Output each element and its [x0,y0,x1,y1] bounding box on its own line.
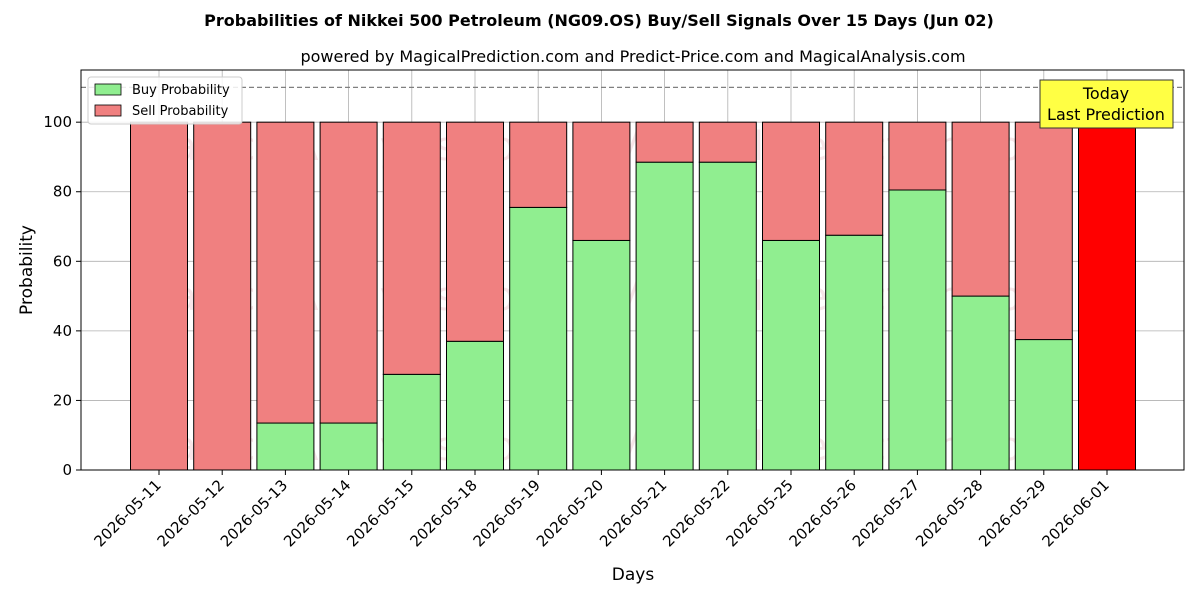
y-tick-label: 80 [53,183,72,201]
annotation-line-2: Last Prediction [1047,105,1165,124]
bar-buy-2026-05-14 [319,422,378,471]
y-tick-label: 100 [43,113,72,131]
legend-label-sell: Sell Probability [132,104,229,119]
y-axis-label: Probability [17,225,37,315]
bar-buy-2026-05-29 [1014,339,1073,471]
x-tick-label: 2026-06-01 [1038,476,1112,550]
bar-buy-2026-05-27 [888,189,947,471]
bars [130,121,1136,471]
plot-frame [80,69,1185,471]
chart-title: Probabilities of Nikkei 500 Petroleum (N… [204,11,994,30]
legend-swatch-buy [94,83,122,96]
x-tick-label: 2026-05-18 [406,476,480,550]
bar-sell-2026-05-28 [951,121,1010,297]
bar-sell-2026-05-26 [825,121,884,236]
bar-highlight-2026-06-01 [1078,121,1136,471]
bar-buy-2026-05-20 [572,239,631,471]
bar-buy-2026-05-15 [382,373,441,471]
y-tick-label: 40 [53,322,72,340]
x-axis-ticks: 2026-05-112026-05-122026-05-132026-05-14… [90,470,1113,550]
y-tick-label: 0 [62,461,72,479]
bar-sell-2026-05-19 [509,121,568,208]
x-tick-label: 2026-05-22 [659,476,733,550]
bar-sell-2026-05-13 [256,121,315,424]
bar-buy-2026-05-22 [698,161,757,471]
bar-sell-2026-05-14 [319,121,378,424]
legend-label-buy: Buy Probability [132,83,230,98]
bar-sell-2026-05-18 [446,121,504,342]
y-axis-ticks: 0 20 40 60 80 100 [43,113,81,479]
x-tick-label: 2026-05-29 [975,476,1049,550]
x-tick-label: 2026-05-25 [722,476,796,550]
x-tick-label: 2026-05-19 [470,476,544,550]
bar-sell-2026-05-15 [382,121,441,375]
x-tick-label: 2026-05-14 [280,476,354,550]
legend: Buy Probability Sell Probability [87,76,243,125]
bar-buy-2026-05-13 [256,422,315,471]
bar-sell-2026-05-29 [1014,121,1073,341]
x-tick-label: 2026-05-11 [90,476,164,550]
x-tick-label: 2026-05-20 [533,476,607,550]
bar-sell-2026-05-21 [635,121,694,163]
x-tick-label: 2026-05-13 [217,476,291,550]
bar-sell-2026-05-22 [698,121,757,163]
x-tick-label: 2026-05-12 [154,476,228,550]
x-tick-label: 2026-05-27 [849,476,923,550]
legend-swatch-sell [94,104,122,117]
bar-buy-2026-05-25 [762,239,820,471]
y-tick-label: 20 [53,391,72,409]
bar-sell-2026-05-11 [130,121,188,471]
bar-buy-2026-05-26 [825,234,884,471]
bar-sell-2026-05-27 [888,121,947,191]
chart-subtitle: powered by MagicalPrediction.com and Pre… [300,47,965,66]
bar-sell-2026-05-25 [762,121,820,241]
x-tick-label: 2026-05-21 [596,476,670,550]
bar-sell-2026-05-20 [572,121,631,241]
x-axis-label: Days [612,565,655,585]
bar-buy-2026-05-28 [951,295,1010,471]
annotation-line-1: Today [1082,84,1129,103]
x-tick-label: 2026-05-28 [912,476,986,550]
bar-buy-2026-05-18 [446,340,504,471]
y-tick-label: 60 [53,252,72,270]
x-tick-label: 2026-05-15 [343,476,417,550]
bar-buy-2026-05-21 [635,161,694,471]
bar-sell-2026-05-12 [193,121,252,471]
bar-buy-2026-05-19 [509,206,568,471]
today-annotation: Today Last Prediction [1039,79,1174,129]
x-tick-label: 2026-05-26 [786,476,860,550]
